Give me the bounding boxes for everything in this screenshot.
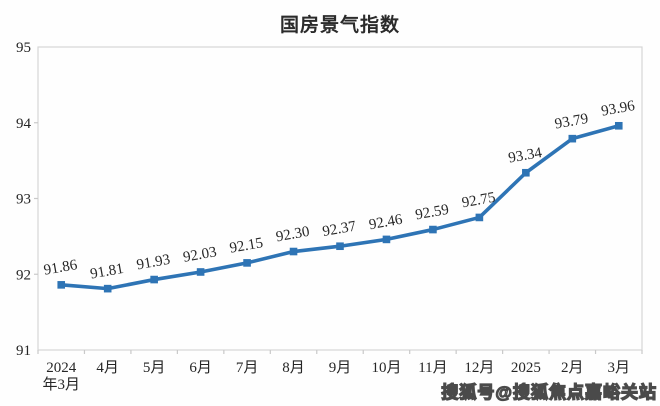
data-point-marker [150, 275, 158, 284]
data-point-marker [475, 213, 484, 222]
data-point-label: 92.30 [275, 224, 311, 246]
data-point-label: 92.37 [321, 218, 358, 240]
data-point-marker [522, 168, 530, 177]
data-point-marker [614, 121, 623, 130]
x-axis-category-label: 11月 [418, 360, 447, 376]
data-point-label: 91.86 [43, 257, 80, 279]
data-point-label: 92.75 [461, 190, 497, 212]
x-axis-category-label: 4月 [96, 360, 119, 376]
x-axis-category-label: 9月 [329, 360, 352, 376]
data-point-marker [336, 242, 344, 251]
x-axis-category-label: 2024 年3月 [42, 360, 80, 393]
y-axis-tick-label: 93 [16, 192, 31, 208]
plot-border [37, 46, 643, 351]
x-axis-category-label: 3月 [608, 360, 631, 376]
data-point-label: 93.96 [600, 98, 637, 120]
data-point-marker [243, 259, 251, 267]
y-axis-tick-label: 91 [16, 343, 31, 359]
x-axis-category-label: 7月 [236, 360, 259, 376]
x-axis-category-label: 8月 [282, 360, 305, 376]
chart-title: 国房景气指数 [279, 15, 400, 36]
data-point-label: 93.34 [507, 145, 544, 167]
y-axis-tick-label: 95 [16, 40, 31, 56]
y-axis-tick-label: 94 [16, 116, 32, 132]
data-point-label: 92.46 [368, 212, 405, 234]
data-point-label: 93.79 [554, 111, 590, 133]
x-axis-category-label: 12月 [464, 360, 494, 376]
x-axis-category-label: 2025 [511, 360, 541, 376]
data-point-marker [57, 281, 66, 289]
data-point-label: 91.93 [135, 252, 171, 274]
data-point-marker [289, 247, 298, 256]
data-point-label: 92.03 [182, 244, 218, 266]
x-axis-category-label: 10月 [371, 360, 401, 376]
data-point-label: 91.81 [89, 261, 125, 283]
data-point-marker [568, 134, 577, 143]
data-point-marker [429, 225, 437, 234]
data-point-marker [382, 235, 391, 244]
data-point-marker [196, 268, 205, 276]
y-axis-tick-label: 92 [16, 267, 31, 283]
x-axis-category-label: 5月 [143, 360, 166, 376]
data-point-label: 92.59 [414, 202, 450, 224]
data-point-label: 92.15 [228, 235, 264, 257]
x-axis-category-label: 2月 [561, 360, 584, 376]
watermark-sohu: 搜狐号@搜狐焦点嘉峪关站 [441, 382, 657, 402]
x-axis-category-label: 6月 [189, 360, 212, 376]
data-point-marker [103, 284, 112, 293]
